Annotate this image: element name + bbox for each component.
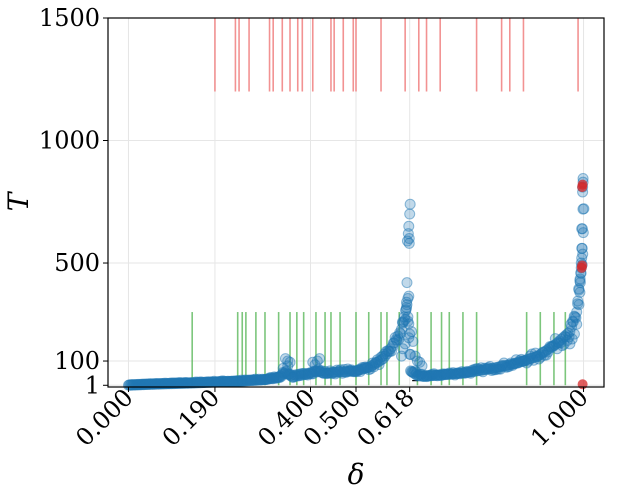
data-point: [574, 277, 586, 289]
y-tick-label: 1000: [39, 127, 100, 155]
data-point: [401, 235, 413, 247]
x-tick-label: 0.190: [157, 383, 225, 451]
data-point: [573, 299, 585, 311]
y-tick-label: 500: [54, 249, 100, 277]
data-point: [403, 290, 415, 302]
x-tick-label: 0.618: [352, 383, 420, 451]
bottom-rug: [191, 312, 567, 386]
data-point: [578, 203, 590, 215]
highlight-point: [577, 260, 588, 271]
data-point: [404, 208, 416, 220]
data-point: [564, 338, 576, 350]
x-axis-label: δ: [348, 458, 365, 491]
data-point: [282, 360, 294, 372]
data-point: [396, 350, 408, 362]
y-tick-label: 1: [85, 371, 100, 399]
data-point: [576, 223, 588, 235]
data-point: [574, 286, 586, 298]
data-point: [577, 248, 589, 260]
y-axis-label: T: [2, 190, 35, 211]
top-rug: [214, 18, 579, 92]
data-point: [406, 326, 418, 338]
data-point: [576, 242, 588, 254]
data-point: [403, 332, 415, 344]
y-tick-label: 1500: [39, 4, 100, 32]
y-tick-label: 100: [54, 347, 100, 375]
data-point: [416, 360, 428, 372]
highlight-points: [576, 179, 588, 390]
data-point: [402, 311, 414, 323]
x-tick-label: 0.000: [70, 383, 138, 451]
data-point: [571, 318, 583, 330]
data-points: [122, 172, 590, 391]
data-point: [401, 277, 413, 289]
highlight-point: [577, 379, 588, 390]
x-tick-label: 1.000: [525, 383, 593, 451]
data-point: [404, 198, 416, 210]
highlight-point: [577, 179, 588, 190]
data-point: [309, 359, 321, 371]
